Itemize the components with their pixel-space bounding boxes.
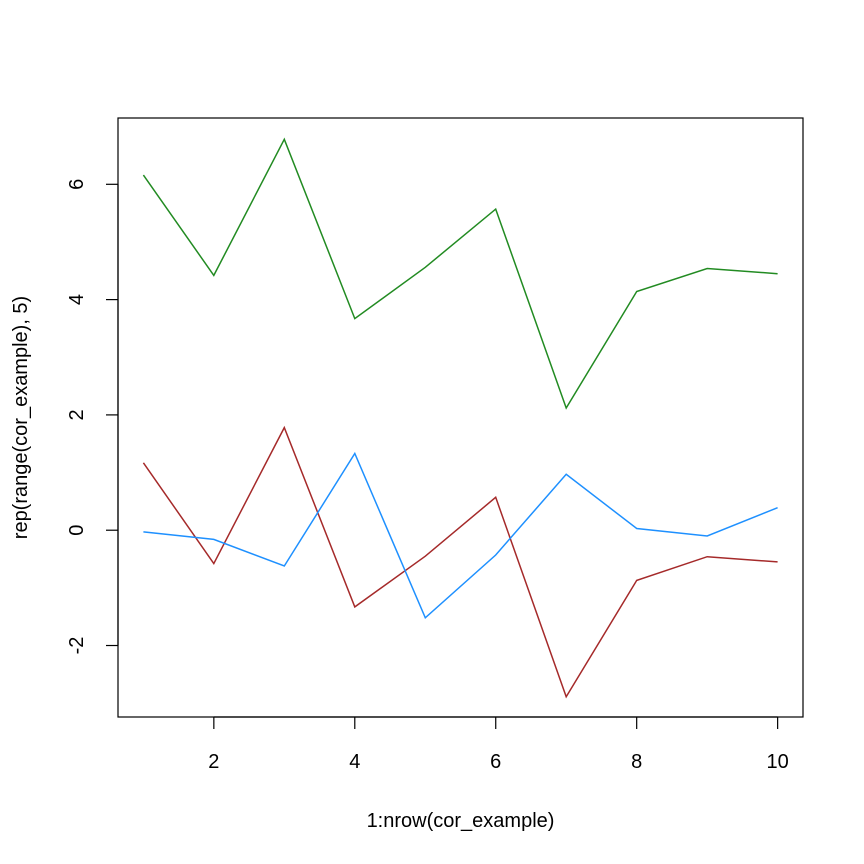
x-axis-label: 1:nrow(cor_example): [367, 810, 555, 832]
x-axis: 2 4 6 8 10: [208, 716, 789, 773]
x-tick-label: 10: [767, 751, 789, 773]
y-axis: -2 0 2 4 6: [66, 179, 119, 655]
x-tick-label: 4: [349, 751, 360, 773]
y-axis-label: rep(range(cor_example), 5): [10, 296, 32, 539]
x-tick-label: 8: [631, 751, 642, 773]
series-line-3: [143, 451, 778, 620]
y-tick-label: 0: [66, 525, 88, 536]
y-tick-label: 2: [66, 409, 88, 420]
plot-frame: [117, 117, 804, 718]
series-line-2: [142, 425, 778, 699]
y-tick-label: 4: [66, 294, 88, 305]
y-tick-label: -2: [66, 637, 88, 655]
x-tick-label: 2: [208, 751, 219, 773]
x-tick-label: 6: [490, 751, 501, 773]
y-tick-label: 6: [66, 179, 88, 190]
series-line-1: [142, 137, 778, 410]
series-layer: [142, 137, 778, 699]
